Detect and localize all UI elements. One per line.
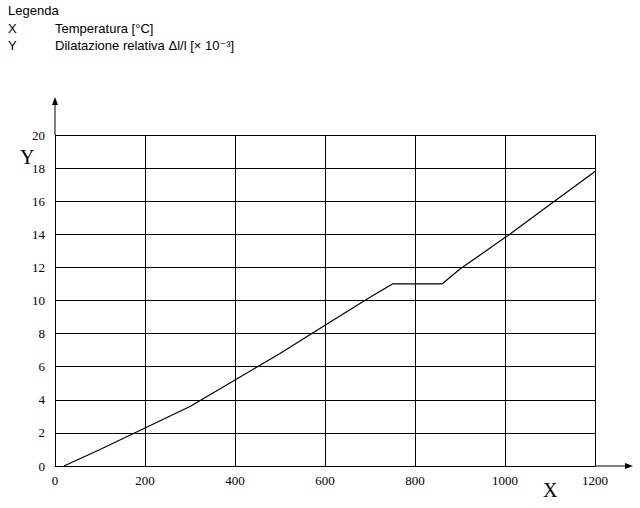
svg-text:18: 18 <box>32 161 45 176</box>
svg-text:600: 600 <box>315 473 335 488</box>
svg-text:400: 400 <box>225 473 245 488</box>
svg-text:12: 12 <box>32 260 45 275</box>
svg-text:1000: 1000 <box>492 473 518 488</box>
svg-text:16: 16 <box>32 194 46 209</box>
svg-text:Legenda: Legenda <box>8 3 59 18</box>
svg-text:4: 4 <box>39 392 46 407</box>
svg-text:X: X <box>543 479 558 501</box>
svg-text:200: 200 <box>135 473 155 488</box>
svg-text:8: 8 <box>39 326 46 341</box>
svg-text:Y: Y <box>20 146 35 168</box>
svg-text:Y: Y <box>8 38 17 53</box>
svg-text:10: 10 <box>32 293 45 308</box>
svg-text:Temperatura [°C]: Temperatura [°C] <box>55 21 153 36</box>
svg-text:0: 0 <box>52 473 59 488</box>
svg-text:1200: 1200 <box>582 473 608 488</box>
svg-text:6: 6 <box>39 359 46 374</box>
svg-text:2: 2 <box>39 425 46 440</box>
svg-text:0: 0 <box>39 459 46 474</box>
svg-text:20: 20 <box>32 128 45 143</box>
svg-text:Dilatazione relativa Δl/l [× 1: Dilatazione relativa Δl/l [× 10⁻³] <box>55 38 234 53</box>
svg-text:14: 14 <box>32 227 46 242</box>
svg-text:X: X <box>8 21 17 36</box>
svg-text:800: 800 <box>405 473 425 488</box>
